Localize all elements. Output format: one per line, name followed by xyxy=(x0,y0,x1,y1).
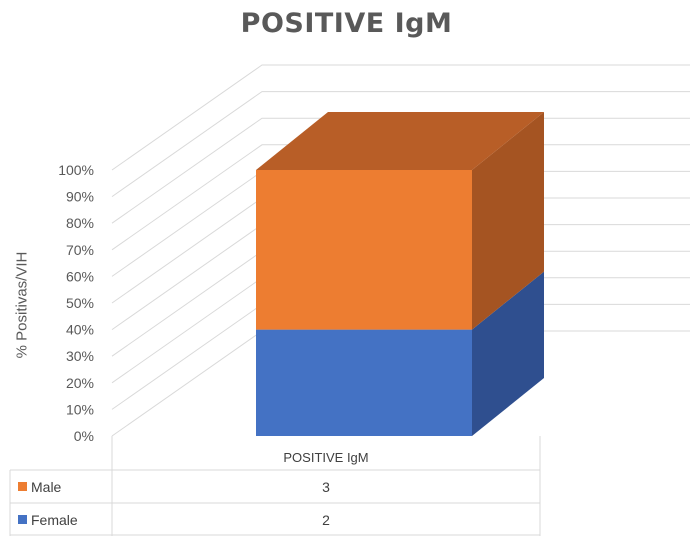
legend-key-female xyxy=(18,515,27,524)
x-category-label: POSITIVE IgM xyxy=(283,450,368,465)
y-axis-ticks: 0% 10% 20% 30% 40% 50% 60% 70% 80% 90% 100% xyxy=(58,162,94,444)
bars xyxy=(256,112,544,436)
y-tick-label: 40% xyxy=(66,322,94,338)
legend-key-male xyxy=(18,482,27,491)
bar-segment-male xyxy=(256,112,544,330)
bar-front-face xyxy=(256,170,472,330)
data-table: POSITIVE IgM Male 3 Female 2 xyxy=(9,436,541,536)
bar-side-face xyxy=(472,271,544,436)
gridline xyxy=(111,91,690,198)
y-tick-label: 30% xyxy=(66,348,94,364)
y-tick-label: 10% xyxy=(66,401,94,417)
y-tick-label: 70% xyxy=(66,242,94,258)
y-tick-label: 0% xyxy=(74,428,94,444)
legend-label: Female xyxy=(31,512,78,528)
chart-title: POSITIVE IgM xyxy=(240,8,453,39)
bar-front-face xyxy=(256,329,472,436)
y-tick-label: 20% xyxy=(66,375,94,391)
y-tick-label: 90% xyxy=(66,189,94,205)
table-value: 2 xyxy=(322,512,330,528)
legend-label: Male xyxy=(31,479,62,495)
bar-segment-female xyxy=(256,271,544,436)
y-tick-label: 100% xyxy=(58,162,94,178)
y-tick-label: 50% xyxy=(66,295,94,311)
gridline xyxy=(111,144,690,251)
gridline xyxy=(111,117,690,224)
bar-top-face xyxy=(256,112,544,170)
y-tick-label: 60% xyxy=(66,268,94,284)
y-tick-label: 80% xyxy=(66,215,94,231)
table-value: 3 xyxy=(322,479,330,495)
gridline xyxy=(111,64,690,171)
bar-side-face xyxy=(472,112,544,330)
